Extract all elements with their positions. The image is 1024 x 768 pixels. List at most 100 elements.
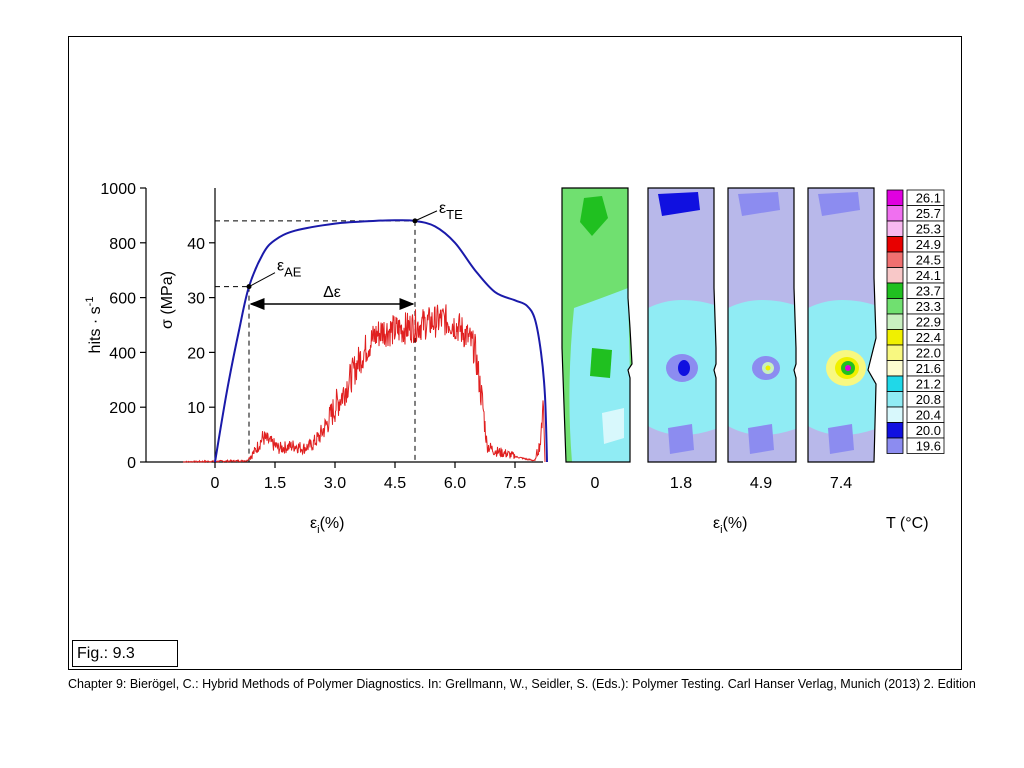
specimen-outline — [807, 187, 877, 463]
legend-value: 22.0 — [916, 346, 941, 361]
eps-te-label: εTE — [439, 200, 463, 222]
figure-label: Fig.: 9.3 — [72, 640, 178, 667]
left-plot: 0 200 400 600 800 1000 10 20 30 40 0 1.5 3.0 4.5 6.0… — [84, 181, 548, 536]
cold-spot — [738, 192, 780, 216]
hits-series-line — [182, 304, 546, 464]
thermal-images — [561, 187, 877, 463]
cold-spot — [818, 192, 860, 216]
hits-tick-label: 400 — [109, 345, 136, 362]
hits-axis-label: hits · s-1 — [84, 297, 104, 354]
eps-ae-main: ε — [277, 258, 284, 275]
thermal-x-label-tail: (%) — [723, 515, 748, 532]
specimen-outline — [727, 187, 797, 463]
legend-swatch — [886, 360, 904, 377]
thermal-x-axis-label: εi(%) — [713, 515, 747, 536]
hits-ticks: 0 200 400 600 800 1000 — [100, 181, 146, 472]
eps-te-sub: TE — [446, 207, 463, 222]
legend-value: 20.8 — [916, 392, 941, 407]
hits-tick-label: 200 — [109, 400, 136, 417]
legend-swatch — [886, 391, 904, 408]
warm-spot — [590, 348, 612, 378]
hot-zone-core — [845, 365, 851, 371]
legend-value: 24.9 — [916, 237, 941, 252]
specimen-2 — [727, 187, 797, 463]
legend-swatch — [886, 344, 904, 361]
x-tick-label: 0 — [211, 475, 220, 492]
legend-value: 22.9 — [916, 315, 941, 330]
specimen-outline — [647, 187, 717, 463]
hits-tick-label: 800 — [109, 236, 136, 253]
x-ticks: 0 1.5 3.0 4.5 6.0 7.5 — [211, 462, 526, 492]
delta-eps-label: Δε — [323, 284, 341, 301]
specimen-outline — [561, 187, 633, 463]
specimen-label: 0 — [591, 475, 600, 492]
hits-axis-label-main: hits · s — [87, 306, 104, 353]
legend-title: T (°C) — [886, 515, 929, 532]
sigma-tick-label: 20 — [187, 345, 205, 362]
x-tick-label: 7.5 — [504, 475, 526, 492]
eps-ae-label: εAE — [277, 258, 302, 280]
cold-spot — [658, 192, 700, 216]
sigma-tick-label: 10 — [187, 400, 205, 417]
legend-value: 25.3 — [916, 222, 941, 237]
cool-spot — [602, 408, 624, 444]
hot-zone-core — [678, 360, 690, 376]
x-axis-label: εi(%) — [310, 515, 344, 536]
specimen-label: 1.8 — [670, 475, 692, 492]
x-tick-label: 4.5 — [384, 475, 406, 492]
hits-tick-label: 1000 — [100, 181, 136, 198]
specimen-3 — [807, 187, 877, 463]
legend-value: 20.4 — [916, 408, 941, 423]
hits-axis-label-sup: -1 — [84, 297, 96, 307]
eps-ae-leader — [248, 272, 276, 288]
specimen-label: 7.4 — [830, 475, 852, 492]
eps-ae-sub: AE — [284, 265, 302, 280]
sigma-ticks: 10 20 30 40 — [187, 236, 215, 417]
specimen-label: 4.9 — [750, 475, 772, 492]
sigma-tick-label: 30 — [187, 291, 205, 308]
legend-swatch — [886, 236, 904, 253]
legend-value: 19.6 — [916, 439, 941, 454]
x-tick-label: 1.5 — [264, 475, 286, 492]
legend-value: 23.3 — [916, 299, 941, 314]
cool-spot — [828, 424, 854, 454]
legend-value: 20.0 — [916, 423, 941, 438]
legend-swatch — [886, 251, 904, 268]
legend-value: 22.4 — [916, 330, 941, 345]
legend-swatch — [886, 313, 904, 330]
legend-value: 21.2 — [916, 377, 941, 392]
legend-swatch — [886, 422, 904, 439]
cool-spot — [668, 424, 694, 454]
cool-spot — [748, 424, 774, 454]
legend-value: 24.1 — [916, 268, 941, 283]
x-axis-label-tail: (%) — [320, 515, 345, 532]
legend-swatch — [886, 298, 904, 315]
legend-value: 24.5 — [916, 253, 941, 268]
warm-spot — [580, 196, 608, 236]
legend-swatch — [886, 437, 904, 454]
x-tick-label: 6.0 — [444, 475, 466, 492]
sigma-axis-label: σ (MPa) — [159, 271, 176, 329]
legend-value: 21.6 — [916, 361, 941, 376]
hits-tick-label: 0 — [127, 455, 136, 472]
legend-swatch — [886, 267, 904, 284]
legend-swatch — [886, 205, 904, 222]
legend-swatch — [886, 282, 904, 299]
legend-swatch — [886, 406, 904, 423]
specimen-1 — [647, 187, 717, 463]
legend-value-box — [906, 437, 945, 454]
eps-te-main: ε — [439, 200, 446, 217]
legend-swatch — [886, 189, 904, 206]
eps-te-leader — [414, 210, 438, 222]
legend-swatch — [886, 375, 904, 392]
legend-value: 25.7 — [916, 206, 941, 221]
sigma-tick-label: 40 — [187, 236, 205, 253]
legend-value: 26.1 — [916, 191, 941, 206]
x-tick-label: 3.0 — [324, 475, 346, 492]
legend-swatch — [886, 220, 904, 237]
thermal-x-label-sub: i — [720, 524, 722, 536]
x-axis-label-main: ε — [310, 515, 317, 532]
thermal-x-label-main: ε — [713, 515, 720, 532]
